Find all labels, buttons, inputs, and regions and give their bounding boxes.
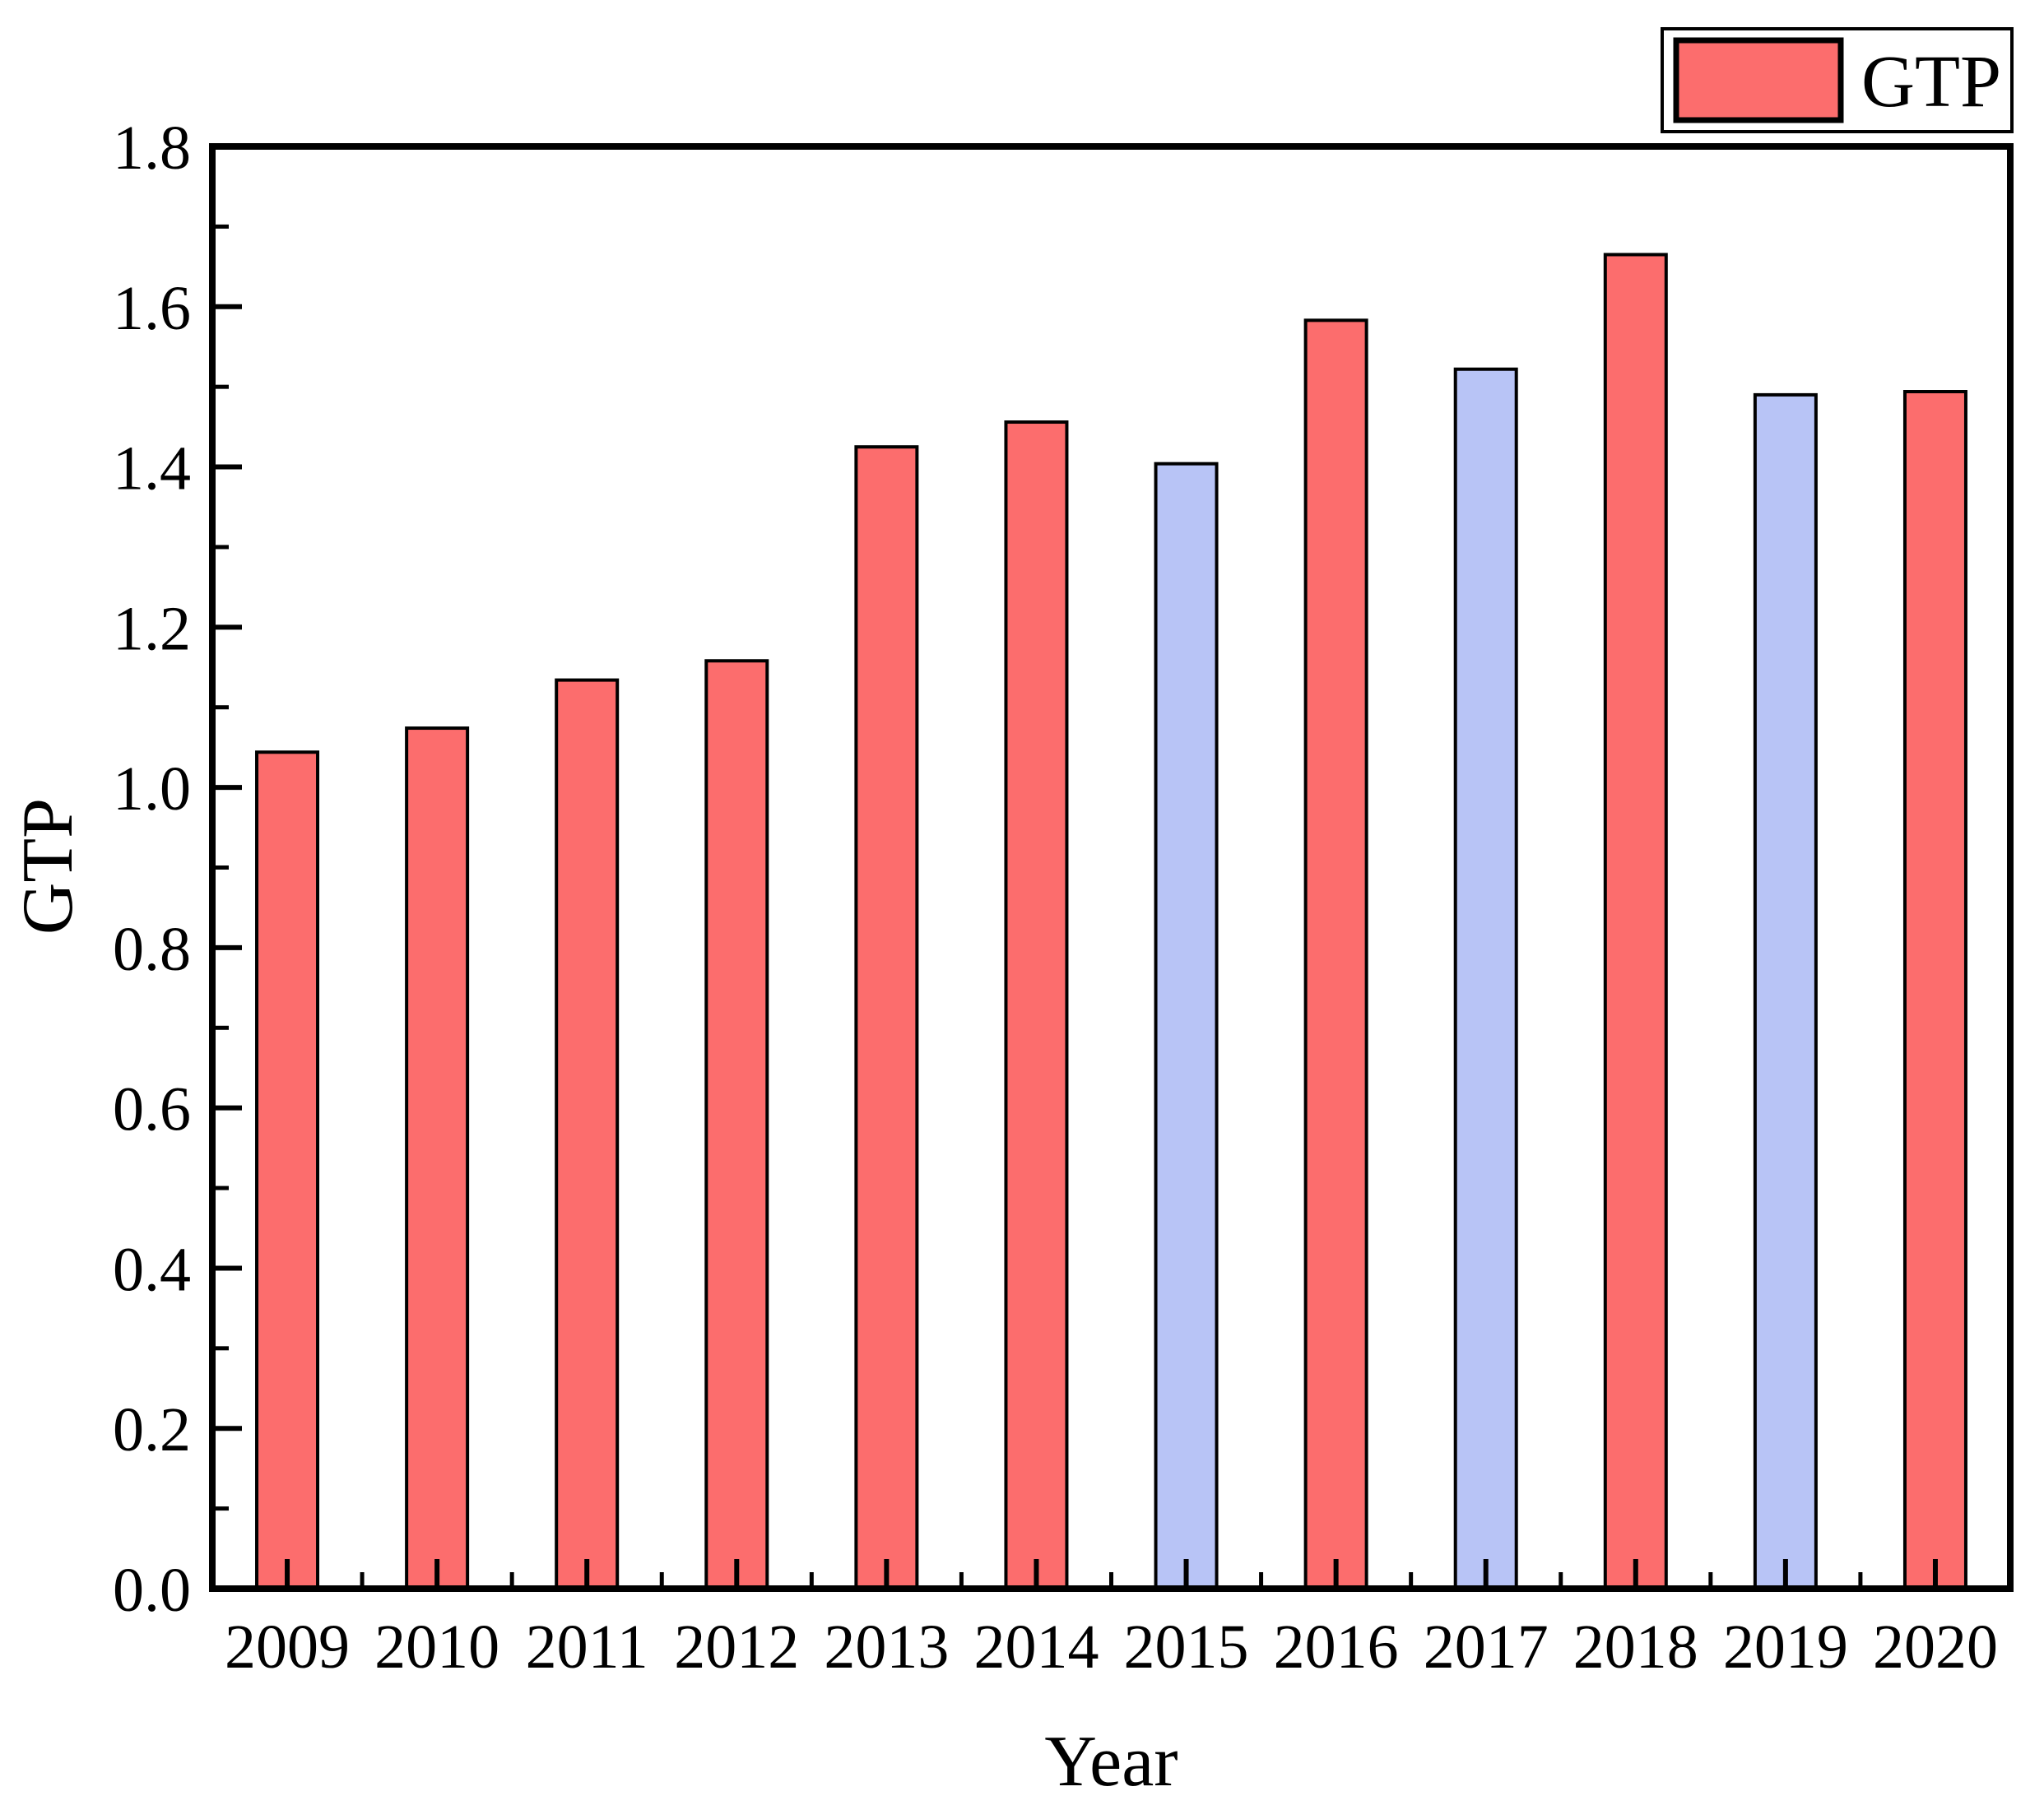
y-axis-tick-label: 1.4 bbox=[113, 434, 191, 503]
ticks-group bbox=[216, 144, 1938, 1591]
plot-area-border bbox=[209, 143, 2014, 1592]
x-axis-tick-label: 2017 bbox=[1424, 1613, 1549, 1682]
x-axis-title: Year bbox=[1044, 1722, 1178, 1802]
y-axis-tick-label: 0.6 bbox=[113, 1075, 191, 1144]
tick-labels-group: 0.0 0.2 0.4 0.6 0.8 1.0 1.2 1.4 1.6 1.8 2009 2010 20… bbox=[113, 114, 1998, 1682]
x-axis-tick-label: 2014 bbox=[973, 1613, 1099, 1682]
legend-swatch bbox=[1673, 37, 1844, 123]
bar-2015 bbox=[1154, 462, 1219, 1590]
bar-2011 bbox=[555, 678, 620, 1590]
bar-2014 bbox=[1004, 420, 1069, 1590]
legend: GTP bbox=[1661, 27, 2014, 133]
y-axis-tick-label: 1.2 bbox=[113, 594, 191, 663]
x-axis-tick-label: 2019 bbox=[1723, 1613, 1848, 1682]
y-axis-tick-label: 0.4 bbox=[113, 1235, 191, 1304]
bar-2013 bbox=[854, 445, 919, 1590]
bars-group bbox=[255, 253, 1967, 1591]
x-axis-tick-label: 2010 bbox=[374, 1613, 499, 1682]
bar-2016 bbox=[1303, 318, 1368, 1591]
x-axis-tick-label: 2020 bbox=[1873, 1613, 1998, 1682]
x-axis-tick-label: 2011 bbox=[526, 1613, 648, 1682]
x-axis-tick-label: 2009 bbox=[225, 1613, 350, 1682]
bar-2009 bbox=[255, 750, 320, 1590]
y-axis-tick-label: 1.8 bbox=[113, 114, 191, 183]
legend-label: GTP bbox=[1861, 41, 2001, 123]
y-axis-tick-label: 1.6 bbox=[113, 274, 191, 343]
bar-2017 bbox=[1453, 367, 1518, 1591]
bar-2010 bbox=[405, 726, 470, 1590]
x-axis-tick-label: 2013 bbox=[824, 1613, 949, 1682]
x-axis-tick-label: 2018 bbox=[1573, 1613, 1698, 1682]
bar-2020 bbox=[1902, 390, 1967, 1590]
x-axis-tick-label: 2015 bbox=[1124, 1613, 1249, 1682]
y-axis-tick-label: 1.0 bbox=[113, 754, 191, 824]
bar-2012 bbox=[704, 659, 769, 1590]
y-axis-tick-label: 0.8 bbox=[113, 915, 191, 984]
x-axis-tick-label: 2016 bbox=[1274, 1613, 1399, 1682]
bar-2019 bbox=[1753, 392, 1818, 1591]
bar-2018 bbox=[1603, 253, 1668, 1591]
x-axis-tick-label: 2012 bbox=[674, 1613, 799, 1682]
y-axis-title: GTP bbox=[8, 798, 88, 935]
y-axis-tick-label: 0.0 bbox=[113, 1556, 191, 1625]
y-axis-tick-label: 0.2 bbox=[113, 1395, 191, 1464]
